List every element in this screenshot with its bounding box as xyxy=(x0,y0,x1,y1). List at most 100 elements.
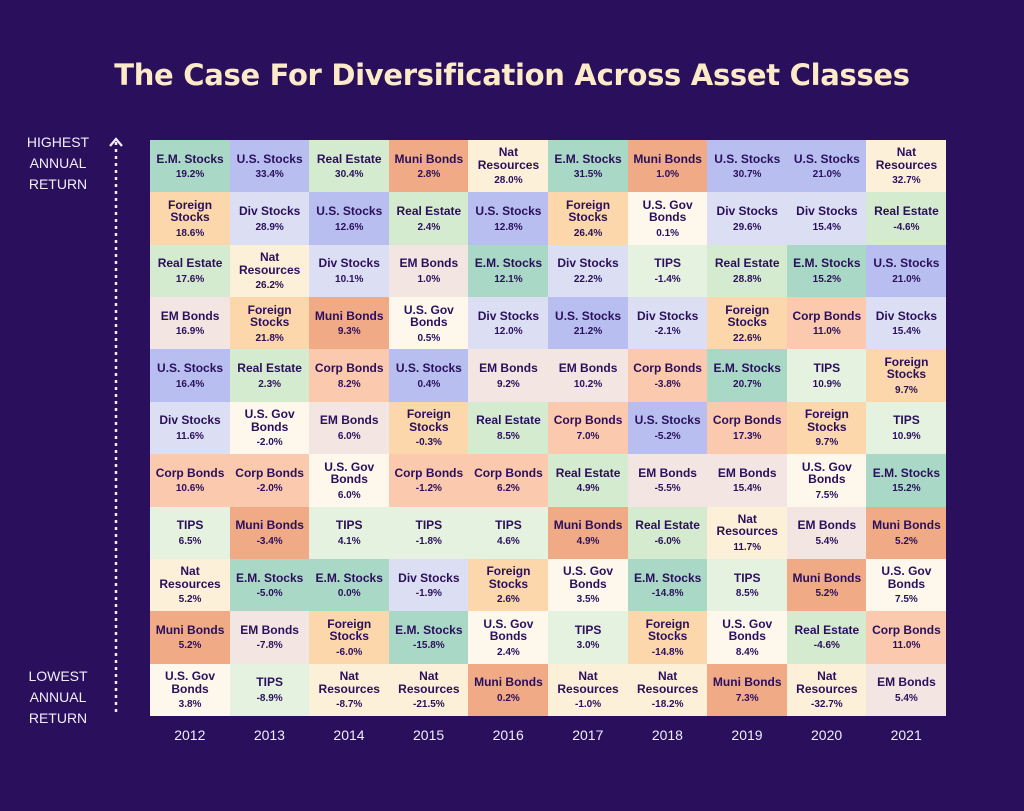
return-value: 0.0% xyxy=(337,588,361,600)
asset-class-name: U.S. Gov Bonds xyxy=(563,564,614,591)
asset-class-name: Real Estate xyxy=(157,256,223,271)
asset-class-name: U.S. Stocks xyxy=(157,361,224,376)
return-value: 10.6% xyxy=(175,483,205,495)
return-value: -5.2% xyxy=(654,430,681,442)
asset-class-name: Real Estate xyxy=(635,518,700,533)
return-value: -5.5% xyxy=(654,483,681,495)
cell-2020-rank-5: TIPS 10.9% xyxy=(786,349,867,403)
return-value: 6.2% xyxy=(497,483,520,495)
return-value: 2.8% xyxy=(417,169,441,181)
return-value: 15.4% xyxy=(733,483,762,495)
cell-2018-rank-10: Foreign Stocks -14.8% xyxy=(627,611,708,665)
return-value: 3.8% xyxy=(178,699,202,711)
cell-2021-rank-4: Div Stocks 15.4% xyxy=(866,297,947,350)
asset-class-name: TIPS xyxy=(654,256,681,271)
return-value: 12.0% xyxy=(494,326,523,338)
cell-2013-rank-1: U.S. Stocks 33.4% xyxy=(229,140,310,193)
cell-2020-rank-7: U.S. Gov Bonds 7.5% xyxy=(786,454,867,508)
asset-class-name: Corp Bonds xyxy=(633,361,702,376)
cell-2017-rank-2: Foreign Stocks 26.4% xyxy=(548,192,629,246)
year-label: 2018 xyxy=(651,727,683,743)
highest-return-label: HIGHEST ANNUAL RETURN xyxy=(26,134,90,192)
asset-class-name: Muni Bonds xyxy=(553,518,623,533)
cell-2013-rank-11: TIPS -8.9% xyxy=(229,663,310,717)
cell-2021-rank-5: Foreign Stocks 9.7% xyxy=(866,349,947,403)
cell-2019-rank-4: Foreign Stocks 22.6% xyxy=(707,297,788,350)
asset-class-name: Corp Bonds xyxy=(474,465,543,480)
return-value: 5.4% xyxy=(895,692,918,704)
cell-2014-rank-7: U.S. Gov Bonds 6.0% xyxy=(309,454,390,508)
return-value: 8.4% xyxy=(735,646,759,658)
asset-class-name: Div Stocks xyxy=(159,413,221,428)
asset-class-name: Foreign Stocks xyxy=(168,197,213,225)
asset-class-name: Real Estate xyxy=(396,204,462,219)
year-label: 2016 xyxy=(492,727,524,743)
return-value: 4.6% xyxy=(497,535,520,547)
return-value: 11.7% xyxy=(733,541,762,553)
cell-2016-rank-10: U.S. Gov Bonds 2.4% xyxy=(468,611,549,665)
cell-2015-rank-6: Foreign Stocks -0.3% xyxy=(388,401,469,455)
return-value: 26.2% xyxy=(255,280,284,292)
return-value: -6.0% xyxy=(654,535,681,547)
return-value: 10.9% xyxy=(812,378,842,390)
asset-class-name: Div Stocks xyxy=(238,204,301,219)
asset-class-name: TIPS xyxy=(415,518,443,533)
return-value: 11.0% xyxy=(892,640,921,652)
asset-class-name: EM Bonds xyxy=(797,518,857,533)
asset-class-name: TIPS xyxy=(574,622,602,637)
return-value: 4.1% xyxy=(337,535,361,547)
asset-class-name: U.S. Stocks xyxy=(475,204,542,219)
asset-class-name: Div Stocks xyxy=(318,256,380,271)
asset-class-name: TIPS xyxy=(893,413,920,428)
return-value: 5.2% xyxy=(815,588,839,600)
asset-class-name: Div Stocks xyxy=(636,308,699,323)
asset-class-name: Corp Bonds xyxy=(235,465,304,480)
asset-class-name: EM Bonds xyxy=(558,361,618,376)
cell-2021-rank-8: Muni Bonds 5.2% xyxy=(866,506,947,560)
cell-2018-rank-7: EM Bonds -5.5% xyxy=(627,454,708,508)
asset-class-name: U.S. Stocks xyxy=(634,413,701,428)
cell-2020-rank-11: Nat Resources -32.7% xyxy=(786,663,867,717)
year-label: 2019 xyxy=(731,727,763,743)
cell-2019-rank-6: Corp Bonds 17.3% xyxy=(707,401,788,455)
cell-2013-rank-6: U.S. Gov Bonds -2.0% xyxy=(229,401,310,455)
return-value: 0.1% xyxy=(656,227,680,239)
asset-class-name: EM Bonds xyxy=(638,465,697,480)
cell-2017-rank-7: Real Estate 4.9% xyxy=(548,454,629,508)
cell-2013-rank-10: EM Bonds -7.8% xyxy=(229,611,310,665)
asset-class-name: U.S. Gov Bonds xyxy=(403,302,454,329)
cell-2015-rank-2: Real Estate 2.4% xyxy=(388,192,469,246)
return-value: -1.4% xyxy=(654,273,681,285)
cell-2015-rank-11: Nat Resources -21.5% xyxy=(388,663,469,717)
cell-2020-rank-10: Real Estate -4.6% xyxy=(786,611,867,665)
cell-2016-rank-3: E.M. Stocks 12.1% xyxy=(468,244,549,298)
asset-class-name: U.S. Gov Bonds xyxy=(483,616,534,644)
return-value: -2.0% xyxy=(256,483,283,495)
cell-2013-rank-4: Foreign Stocks 21.8% xyxy=(229,297,310,350)
asset-class-name: Real Estate xyxy=(794,622,860,637)
asset-class-name: U.S. Gov Bonds xyxy=(642,197,693,225)
cell-2015-rank-9: Div Stocks -1.9% xyxy=(388,558,469,612)
return-value: 28.8% xyxy=(733,273,762,285)
return-value: 30.4% xyxy=(335,169,364,181)
year-label: 2017 xyxy=(572,727,604,743)
cell-2016-rank-9: Foreign Stocks 2.6% xyxy=(468,558,549,612)
cell-2020-rank-8: EM Bonds 5.4% xyxy=(786,506,867,560)
return-value: 10.1% xyxy=(335,273,364,285)
cell-2020-rank-3: E.M. Stocks 15.2% xyxy=(786,244,867,298)
asset-class-name: U.S. Gov Bonds xyxy=(324,459,375,487)
cell-2020-rank-9: Muni Bonds 5.2% xyxy=(786,558,867,612)
cell-2013-rank-3: Nat Resources 26.2% xyxy=(229,244,310,298)
cell-2014-rank-3: Div Stocks 10.1% xyxy=(309,244,390,298)
asset-class-name: Muni Bonds xyxy=(872,518,941,533)
cell-2015-rank-4: U.S. Gov Bonds 0.5% xyxy=(388,297,469,350)
return-value: 12.8% xyxy=(494,221,523,233)
return-value: -14.8% xyxy=(651,646,684,658)
return-value: 2.4% xyxy=(497,646,520,658)
cell-2016-rank-6: Real Estate 8.5% xyxy=(468,401,549,455)
return-value: 29.6% xyxy=(733,221,762,233)
cell-2014-rank-1: Real Estate 30.4% xyxy=(309,140,390,193)
return-value: 6.0% xyxy=(337,489,361,501)
asset-class-name: Muni Bonds xyxy=(314,308,384,323)
return-value: -18.2% xyxy=(651,699,684,711)
